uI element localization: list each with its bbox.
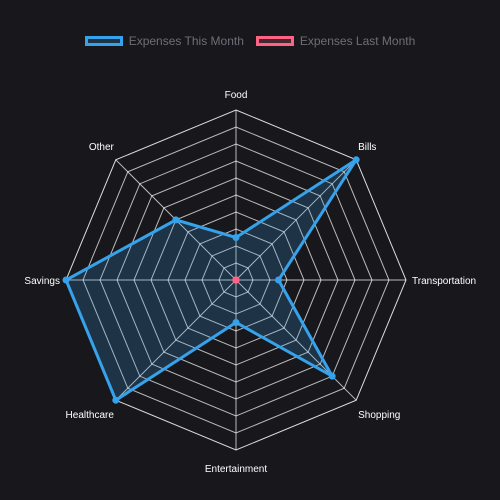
axis-label-healthcare: Healthcare (66, 410, 115, 421)
legend-item-last-month[interactable]: Expenses Last Month (255, 34, 416, 48)
series-1-point-transportation[interactable] (275, 276, 282, 284)
legend-label-this-month: Expenses This Month (128, 34, 244, 48)
legend-label-last-month: Expenses Last Month (299, 34, 416, 48)
spoke-shopping (235, 279, 357, 401)
legend-swatch-last-month (255, 36, 294, 46)
legend-swatch-this-month (84, 36, 123, 46)
axis-label-savings: Savings (24, 276, 60, 287)
spoke-bills (235, 159, 357, 281)
axis-label-other: Other (89, 142, 115, 153)
series-1 (62, 156, 360, 404)
series-1-point-entertainment[interactable] (232, 319, 240, 326)
radar-series (62, 156, 360, 404)
series-1-point-bills[interactable] (352, 156, 360, 164)
series-2 (232, 276, 240, 284)
axis-label-entertainment: Entertainment (205, 464, 267, 475)
series-1-point-savings[interactable] (62, 276, 70, 284)
axis-label-shopping: Shopping (358, 410, 400, 421)
series-2-point-other[interactable] (232, 276, 240, 284)
axis-label-transportation: Transportation (412, 276, 476, 287)
legend-item-this-month[interactable]: Expenses This Month (84, 34, 244, 48)
chart-legend: Expenses This Month Expenses Last Month (0, 30, 500, 52)
spoke-healthcare (115, 279, 237, 401)
series-1-point-shopping[interactable] (328, 372, 336, 380)
axis-label-food: Food (225, 90, 248, 101)
radar-axis-labels: Food Bills Transportation Shopping Entertain… (24, 90, 476, 475)
axis-label-bills: Bills (358, 142, 376, 153)
series-1-point-food[interactable] (232, 234, 240, 241)
series-1-point-healthcare[interactable] (112, 396, 120, 404)
series-1-point-other[interactable] (172, 216, 180, 224)
